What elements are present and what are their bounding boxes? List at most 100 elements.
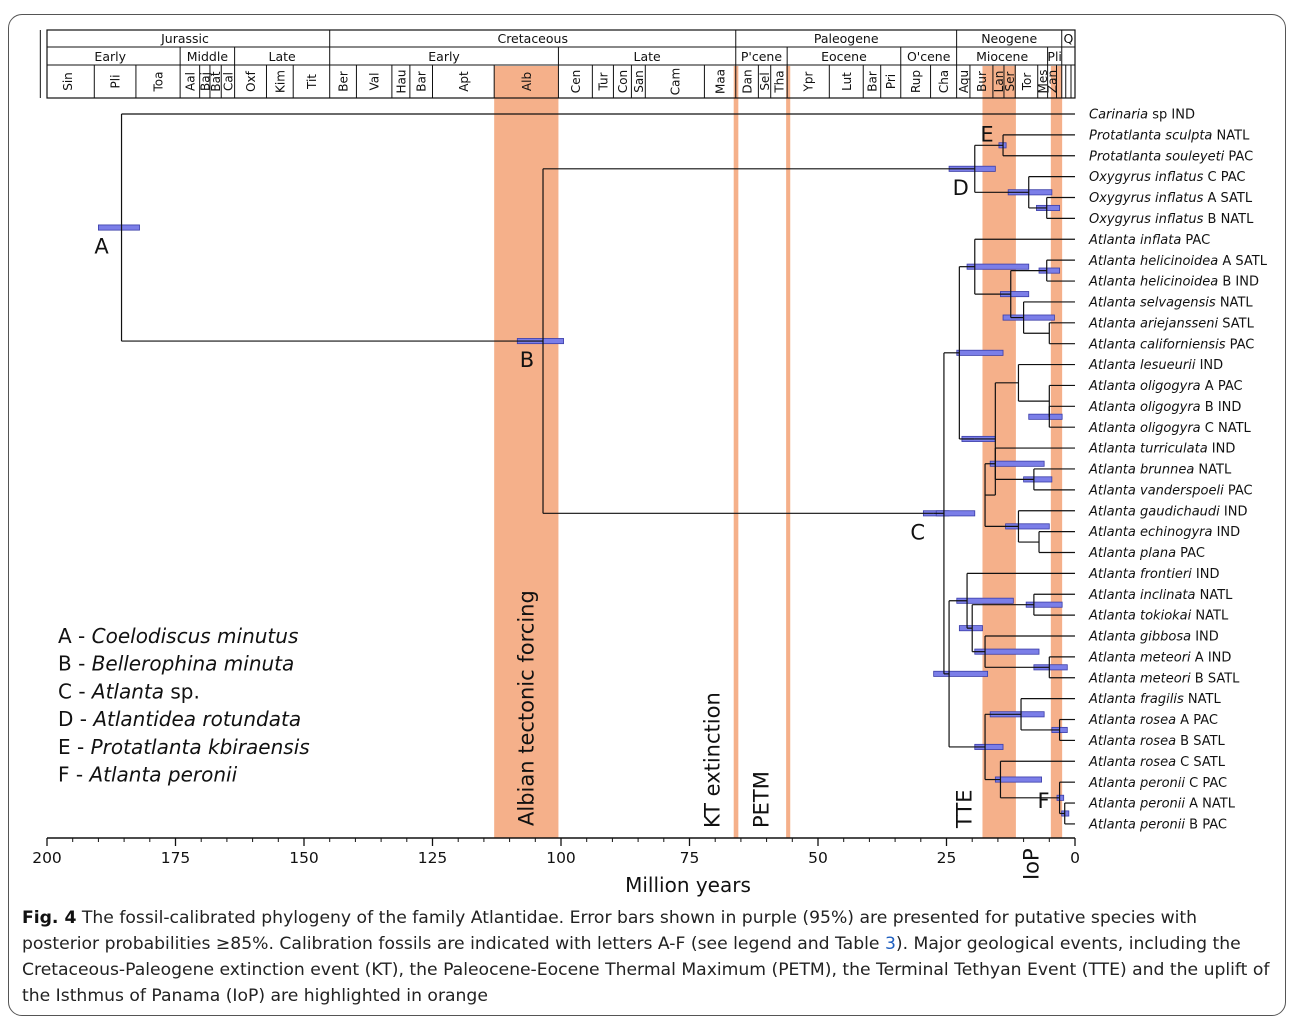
node-error-bar [1002,314,1055,321]
caption-text-1: The fossil-calibrated phylogeny of the f… [22,908,1198,954]
legend-entry: A - Coelodiscus minutus [58,624,298,648]
tip-suffix: B SATL [1176,734,1226,749]
legend-entry: D - Atlantidea rotundata [58,707,301,731]
event-label: IoP [1019,848,1043,880]
stage-label: Con [616,70,630,93]
event-band [733,66,739,838]
calibration-label: F [1038,789,1050,813]
caption-label: Fig. 4 [22,908,77,928]
period-label: Paleogene [814,31,879,46]
stage-label: Hau [394,70,408,94]
stage-label: Kim [273,70,287,93]
tip-label: Atlanta californiensis PAC [1088,337,1254,352]
tip-suffix: NATL [1191,609,1229,624]
node-error-bar [966,263,1030,270]
period-label: Neogene [981,31,1037,46]
tip-suffix: PAC [1181,233,1210,248]
tip-label: Protatlanta souleyeti PAC [1089,149,1253,164]
legend-taxon: Atlanta [90,679,164,703]
tip-taxon: Atlanta ariejansseni [1088,316,1219,331]
tip-taxon: Atlanta rosea [1088,755,1176,770]
tip-label: Protatlanta sculpta NATL [1089,128,1250,143]
event-label: Albian tectonic forcing [514,590,538,826]
tip-suffix: PAC [1176,546,1205,561]
tip-label: Atlanta selvagensis NATL [1088,296,1253,311]
stage-label: Tha [772,70,786,93]
tip-taxon: Atlanta helicinoidea [1088,275,1218,290]
phylogeny-tree: A B D E C F [94,113,1075,825]
event-label: TTE [952,789,976,829]
tip-taxon: Atlanta rosea [1088,713,1176,728]
tip-taxon: Carinaria [1089,108,1148,123]
calibration-label: E [980,122,993,146]
tip-suffix: NATL [1194,463,1232,478]
stage-label: Cha [937,70,951,93]
tip-taxon: Atlanta helicinoidea [1088,254,1218,269]
tip-label: Atlanta rosea B SATL [1088,734,1226,749]
tip-suffix: PAC [1224,149,1253,164]
tip-taxon: Atlanta meteori [1088,650,1191,665]
legend-taxon: Atlantidea rotundata [91,707,301,731]
node-error-bar [98,224,140,231]
legend-entry: F - Atlanta peronii [58,763,238,787]
tip-taxon: Atlanta inclinata [1088,588,1196,603]
tip-taxon: Oxygyrus inflatus [1089,191,1204,206]
tip-taxon: Atlanta inflata [1088,233,1181,248]
axis-tick-label: 75 [680,849,700,867]
legend-entry: C - Atlanta sp. [58,679,200,703]
stage-label: Oxf [244,70,258,92]
tip-taxon: Atlanta lesueurii [1088,358,1196,373]
tip-suffix: IND [1220,504,1248,519]
epoch-label: Early [94,49,126,64]
stage-label: Aal [183,72,197,91]
tip-suffix: A PAC [1176,713,1218,728]
tip-label: Atlanta peronii C PAC [1088,776,1227,791]
figure-frame [8,14,1286,1016]
tip-label: Atlanta rosea A PAC [1088,713,1218,728]
tip-suffix: C NATL [1201,421,1252,436]
tip-suffix: sp IND [1148,108,1195,123]
stage-label: Lut [840,72,854,91]
tip-label: Atlanta echinogyra IND [1088,525,1240,540]
tip-suffix: C PAC [1203,170,1245,185]
tip-label: Atlanta meteori B SATL [1088,671,1240,686]
legend-key: E [58,735,71,759]
legend-sep: - [71,735,91,759]
caption-table-link[interactable]: 3 [884,934,896,954]
tip-label: Atlanta tokiokai NATL [1088,609,1229,624]
tip-suffix: NATL [1196,588,1234,603]
tip-taxon: Atlanta gaudichaudi [1088,504,1220,519]
event-band [982,66,1016,838]
tip-label: Atlanta rosea C SATL [1088,755,1226,770]
tip-label: Atlanta inclinata NATL [1088,588,1233,603]
tip-label: Oxygyrus inflatus B NATL [1089,212,1254,227]
tip-taxon: Atlanta fragilis [1088,692,1184,707]
legend-sep: - [73,707,93,731]
event-label: PETM [749,771,773,828]
time-axis: 200 175 150 125 100 75 50 25 0 Million years [32,837,1080,897]
tip-suffix: A PAC [1201,379,1243,394]
tip-taxon: Atlanta vanderspoeli [1088,483,1224,498]
legend-tail: sp. [164,679,200,703]
axis-tick-label: 50 [808,849,828,867]
tip-suffix: IND [1208,442,1236,457]
tip-taxon: Atlanta peronii [1088,776,1185,791]
tip-taxon: Atlanta echinogyra [1088,525,1212,540]
stage-label: Mes [1036,70,1050,94]
tip-label: Oxygyrus inflatus A SATL [1089,191,1253,206]
tip-taxon: Atlanta peronii [1088,797,1185,812]
legend-taxon: Atlanta peronii [87,763,237,787]
epoch-label: Middle [187,49,229,64]
tip-label: Atlanta lesueurii IND [1088,358,1223,373]
tip-label: Atlanta vanderspoeli PAC [1088,483,1253,498]
geological-events: Albian tectonic forcing KT extinction PETM… [494,66,1063,880]
tip-label: Atlanta meteori A IND [1088,650,1231,665]
event-band [1050,66,1063,838]
tip-label: Atlanta oligogyra A PAC [1088,379,1243,394]
tip-suffix: A SATL [1203,191,1252,206]
calibration-label: C [910,520,925,544]
tip-taxon: Atlanta turriculata [1088,442,1208,457]
stage-label: Cam [668,68,682,95]
tip-taxon: Atlanta tokiokai [1088,609,1192,624]
tip-taxon: Atlanta frontieri [1088,567,1192,582]
